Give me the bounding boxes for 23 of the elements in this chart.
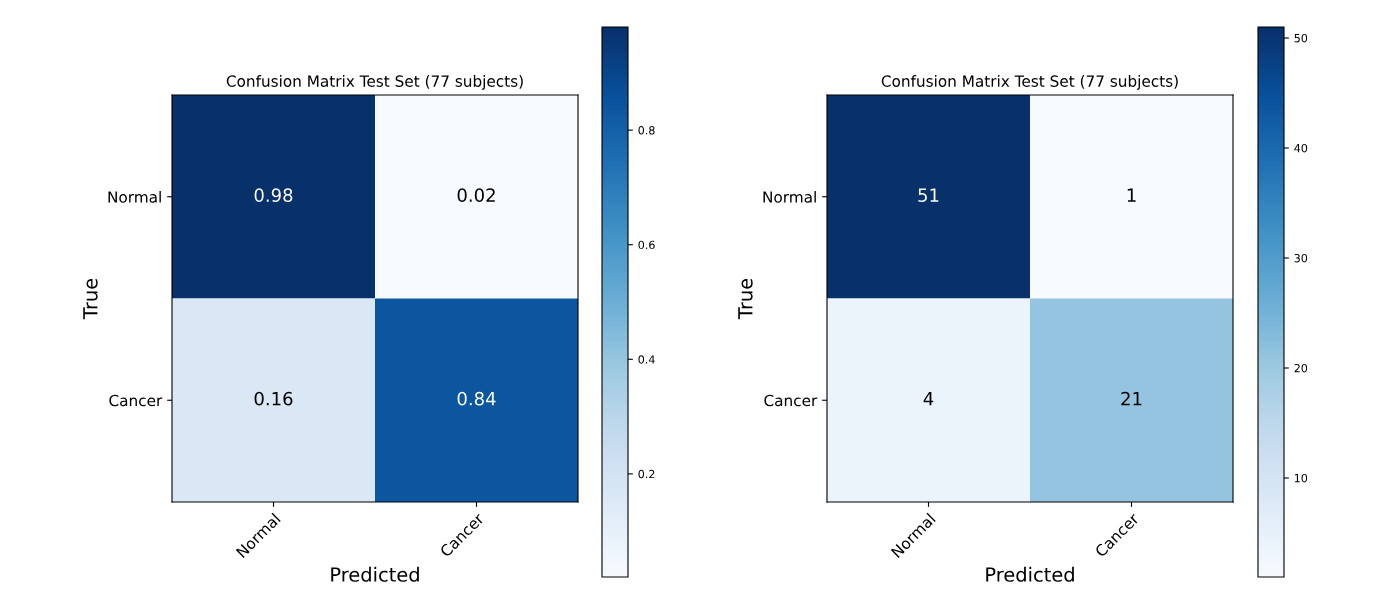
x-axis-title: Predicted: [331, 566, 419, 582]
color-bar-label: 0.6: [638, 240, 655, 250]
color-bar-label: 20: [1294, 363, 1308, 373]
color-bar-label: 50: [1294, 33, 1308, 43]
data-label: 0.16: [254, 391, 293, 406]
color-bar-label: 10: [1294, 473, 1308, 483]
data-label: 51: [918, 188, 939, 202]
color-bar-label: 0.8: [638, 126, 655, 135]
color-bar-label: 30: [1294, 253, 1308, 263]
color-bar-label: 40: [1294, 143, 1308, 153]
data-label: 0.02: [457, 188, 495, 202]
data-label: 0.84: [457, 391, 496, 406]
y-axis-title: True: [738, 278, 753, 320]
x-axis-title: Predicted: [986, 566, 1074, 582]
data-label: 1: [1127, 188, 1136, 202]
data-label: 4: [923, 392, 934, 406]
chart-title: Confusion Matrix Test Set (77 subjects): [226, 75, 523, 90]
data-label: 21: [1121, 391, 1142, 406]
chart-title: Confusion Matrix Test Set (77 subjects): [881, 75, 1178, 90]
y-axis-title: True: [83, 278, 98, 320]
data-label: 0.98: [254, 188, 293, 202]
color-bar-label: 0.4: [638, 355, 655, 364]
color-bar-label: 0.2: [638, 469, 655, 479]
